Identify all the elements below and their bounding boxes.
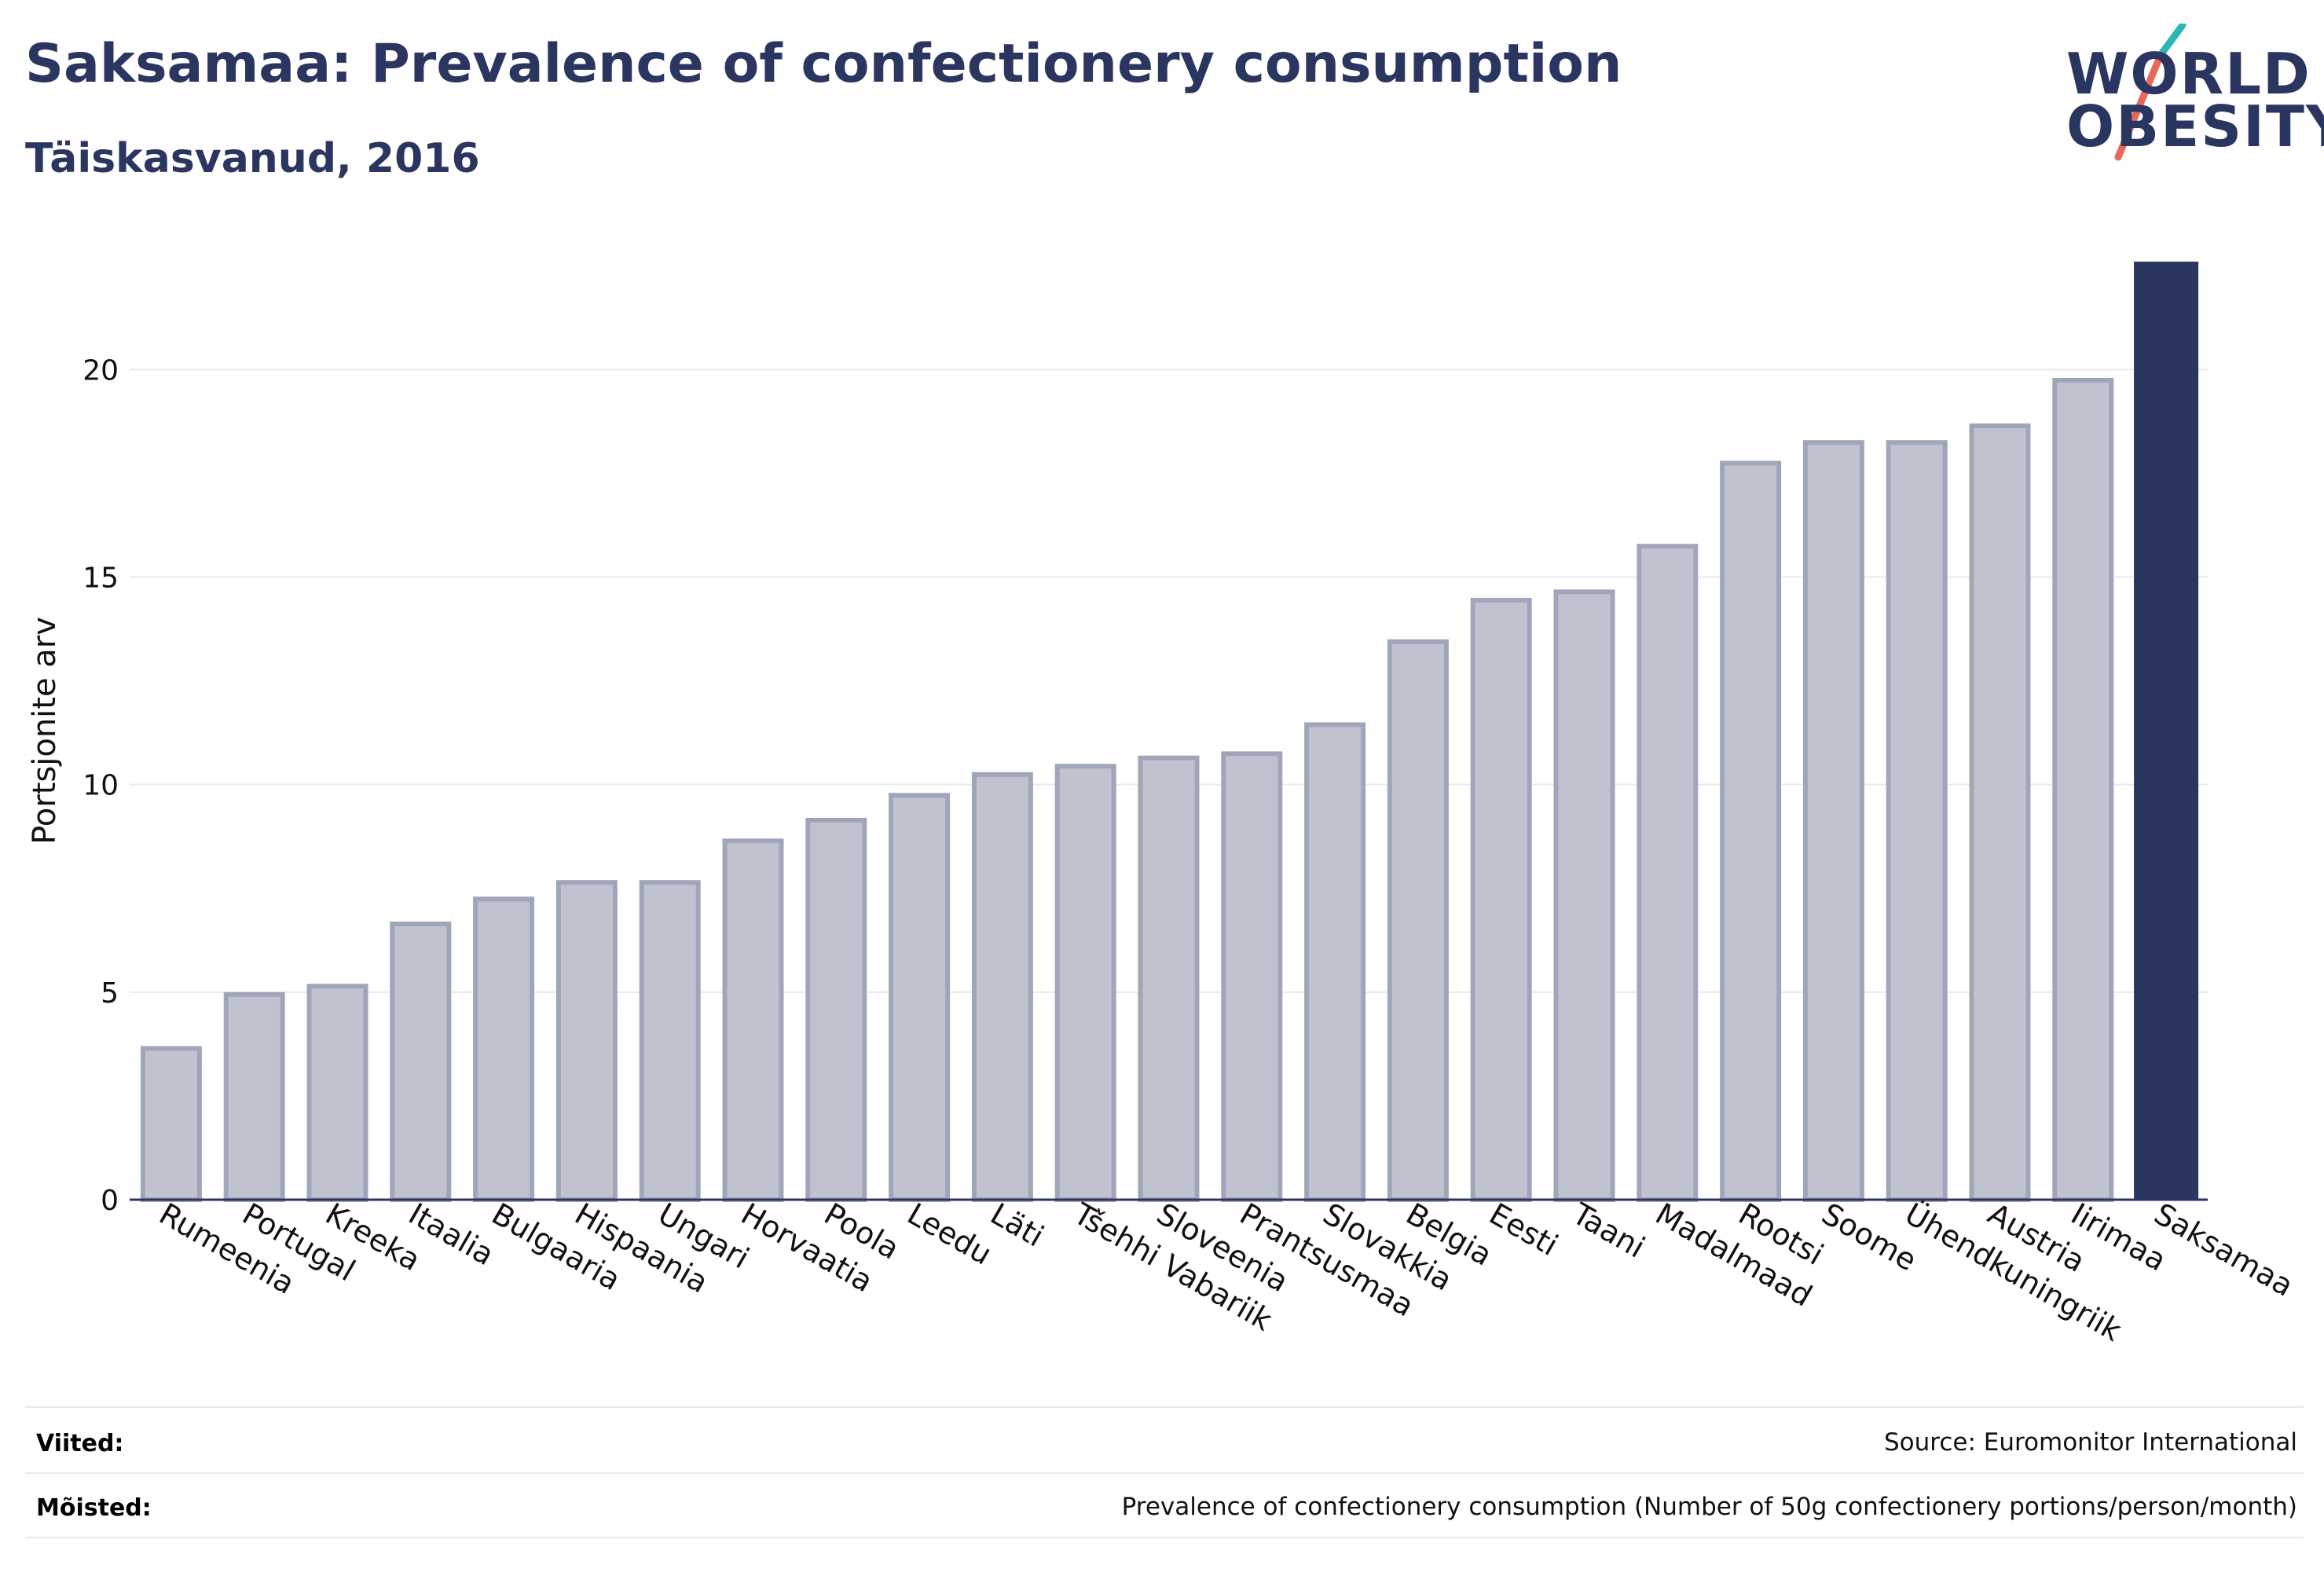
y-tick-label: 15 xyxy=(82,563,119,595)
world-obesity-logo: WORLD OBESITY xyxy=(2043,24,2324,165)
definitions-value: Prevalence of confectionery consumption … xyxy=(1121,1493,2297,1521)
footer-divider-bottom xyxy=(25,1537,2304,1538)
logo-slash-icon xyxy=(2114,24,2187,161)
bar xyxy=(971,772,1033,1202)
bar xyxy=(1221,751,1283,1202)
y-axis-label: Portsjonite arv xyxy=(27,617,63,845)
y-tick-label: 0 xyxy=(101,1185,119,1217)
bar xyxy=(1720,460,1782,1202)
bar xyxy=(722,838,784,1202)
x-tick-label: Eesti xyxy=(1483,1197,1563,1263)
bar xyxy=(1886,440,1948,1202)
bar xyxy=(1387,639,1449,1202)
y-tick-label: 20 xyxy=(82,354,119,387)
chart-title: Saksamaa: Prevalence of confectionery co… xyxy=(25,33,1622,95)
references-label: Viited: xyxy=(36,1430,124,1457)
x-tick-label: Taani xyxy=(1566,1196,1651,1265)
y-tick-label: 10 xyxy=(82,770,119,802)
x-tick-label: Soome xyxy=(1816,1197,1922,1278)
bar xyxy=(390,922,452,1202)
bar xyxy=(555,880,618,1202)
bar xyxy=(639,880,701,1202)
y-tick-label: 5 xyxy=(101,977,119,1010)
logo-text-line2: OBESITY xyxy=(2066,93,2324,159)
bar xyxy=(140,1046,202,1202)
bar xyxy=(1553,589,1615,1202)
footer-divider-middle xyxy=(25,1472,2304,1474)
bar xyxy=(2052,377,2114,1202)
chart-subtitle: Täiskasvanud, 2016 xyxy=(25,135,480,182)
bar xyxy=(1054,764,1116,1202)
definitions-label: Mõisted: xyxy=(36,1494,152,1522)
bar xyxy=(473,896,535,1202)
footer-divider-top xyxy=(25,1406,2304,1408)
bar xyxy=(1470,597,1532,1202)
x-tick-label: Iirimaa xyxy=(2066,1197,2172,1278)
bar xyxy=(1802,440,1864,1202)
bar xyxy=(1637,544,1699,1202)
x-tick-label: Leedu xyxy=(902,1197,998,1272)
bar xyxy=(1969,423,2031,1202)
logo-text-line1: WORLD xyxy=(2066,41,2311,107)
bar xyxy=(223,991,285,1202)
bar xyxy=(306,984,368,1202)
references-value: Source: Euromonitor International xyxy=(1883,1428,2297,1457)
bar xyxy=(805,817,867,1202)
bar xyxy=(1138,755,1200,1202)
bar xyxy=(889,793,951,1202)
bar xyxy=(1304,722,1366,1202)
bar-highlighted xyxy=(2134,262,2199,1200)
